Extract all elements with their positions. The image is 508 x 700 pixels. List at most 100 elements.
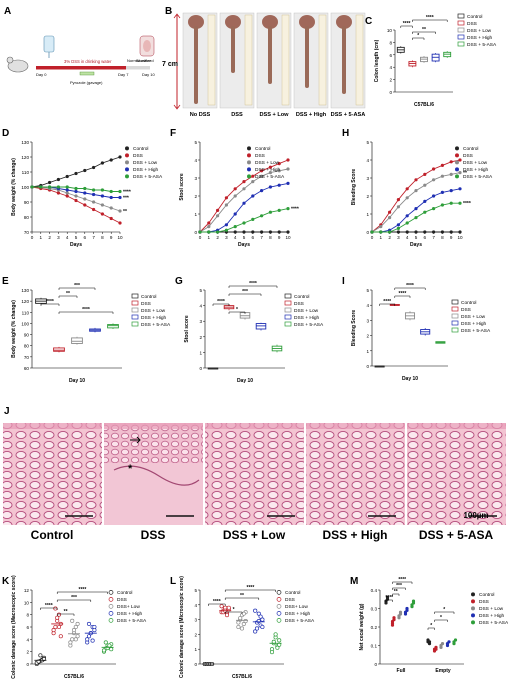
significance-bracket	[56, 613, 75, 616]
y-tick-label: 0	[366, 364, 369, 369]
scale-arrowheads	[173, 13, 181, 110]
significance-label: ***	[71, 595, 77, 601]
y-tick-label: 1	[194, 212, 197, 217]
scale-label: 7 cm	[162, 61, 178, 68]
legend-label-0: Control	[294, 294, 309, 300]
series-point-2	[260, 174, 264, 178]
legend-marker-4	[125, 174, 129, 179]
legend-label-4: DSS + 5-ASA	[255, 174, 285, 180]
legend-marker-4	[276, 618, 282, 623]
y-tick-label: 3	[366, 318, 369, 323]
legend-marker-4	[451, 327, 459, 333]
scatter-point-2	[241, 621, 246, 627]
scatter-point-empty-2	[439, 645, 443, 649]
series-point-3	[83, 191, 87, 195]
y-tick-label: 5	[194, 140, 197, 145]
significance-bracket	[56, 591, 108, 594]
series-point-3	[251, 194, 255, 198]
photo-label-3: DSS + High	[296, 112, 327, 118]
significance-label: **	[422, 27, 426, 33]
significance-label: ****	[403, 21, 411, 27]
series-point-3	[224, 223, 228, 227]
series-point-2	[388, 216, 392, 220]
legend-label-2: DSS + Low	[133, 160, 158, 166]
y-tick-label: 5	[194, 588, 197, 593]
x-axis-label: Days	[410, 242, 422, 248]
series-point-0	[414, 230, 418, 234]
scatter-point-3	[253, 608, 258, 613]
significance-label: *	[233, 607, 235, 613]
significance-bracket	[56, 599, 92, 602]
y-axis-label: Body weight (% change)	[11, 300, 17, 358]
y-tick-label: 3	[199, 319, 202, 324]
scatter-point-full-4	[411, 599, 416, 603]
panel-a-schematic: A 3% DSS in drinking water Normal water …	[4, 6, 155, 85]
panel-letter-b: B	[165, 6, 172, 17]
histology-image-0	[3, 423, 102, 525]
legend-marker-3	[455, 167, 459, 172]
scatter-point-1	[56, 624, 62, 630]
series-point-3	[458, 187, 462, 191]
series-line-3	[372, 188, 461, 233]
series-point-1	[396, 198, 400, 202]
y-tick-label: 4	[26, 637, 29, 642]
legend-marker-4	[247, 174, 251, 179]
histology-image-3	[306, 423, 405, 525]
legend-marker-0	[471, 592, 475, 597]
significance-label: ****	[46, 299, 54, 305]
series-point-3	[423, 199, 427, 203]
legend-label-2: DSS + Low	[255, 160, 280, 166]
series-point-4	[233, 225, 237, 229]
y-axis-label: Body weight (% change)	[11, 158, 17, 216]
y-axis-label: Colonic damage score (Macroscopic score)	[11, 575, 17, 679]
dss-submucosa-1	[113, 465, 200, 486]
legend-marker-1	[125, 153, 129, 158]
series-point-0	[118, 155, 122, 159]
y-axis-label: Stool score	[184, 315, 190, 342]
x-axis-label: C57BL/6	[414, 102, 434, 108]
legend-label-2: DSS + Low	[141, 308, 166, 314]
series-point-2	[379, 225, 383, 229]
series-point-0	[56, 177, 61, 182]
significance-label: *	[440, 615, 442, 621]
y-tick-label: 1	[199, 350, 202, 355]
ruler-4	[355, 14, 364, 106]
scatter-point-2	[73, 637, 78, 642]
scatter-point-3	[86, 621, 92, 626]
scatter-point-2	[75, 634, 80, 639]
panel-letter-j: J	[4, 406, 10, 417]
y-tick-label: 8	[26, 613, 29, 618]
series-point-0	[423, 230, 427, 234]
x-tick-label: 5	[75, 235, 78, 240]
legend-marker-0	[284, 293, 292, 299]
series-point-3	[440, 190, 444, 194]
x-tick-label: 4	[66, 235, 69, 240]
legend-marker-0	[451, 299, 459, 305]
legend-label-1: DSS	[285, 597, 295, 603]
legend-marker-1	[247, 153, 251, 158]
series-point-0	[458, 230, 462, 234]
series-point-1	[423, 172, 427, 176]
series-point-3	[268, 185, 272, 189]
scatter-point-3	[86, 634, 92, 639]
x-tick-label: 0	[371, 235, 374, 240]
photo-label-1: DSS	[231, 112, 243, 118]
scatter-point-2	[73, 624, 78, 630]
significance-bracket	[392, 593, 400, 596]
legend-label-4: DSS + 5-ASA	[117, 618, 147, 624]
series-point-4	[414, 216, 418, 220]
y-tick-label: 4	[199, 304, 202, 309]
scatter-point-4	[275, 645, 280, 650]
scatter-point-2	[241, 611, 246, 616]
scatter-point-2	[236, 620, 241, 625]
scatter-point-empty-1	[434, 647, 438, 651]
legend-label-3: DSS + High	[294, 315, 320, 321]
legend-marker-3	[276, 611, 282, 616]
legend-marker-1	[457, 20, 465, 26]
x-tick-label: 3	[225, 235, 228, 240]
panel-j-histology: J *	[3, 406, 506, 525]
legend-marker-2	[247, 160, 251, 165]
